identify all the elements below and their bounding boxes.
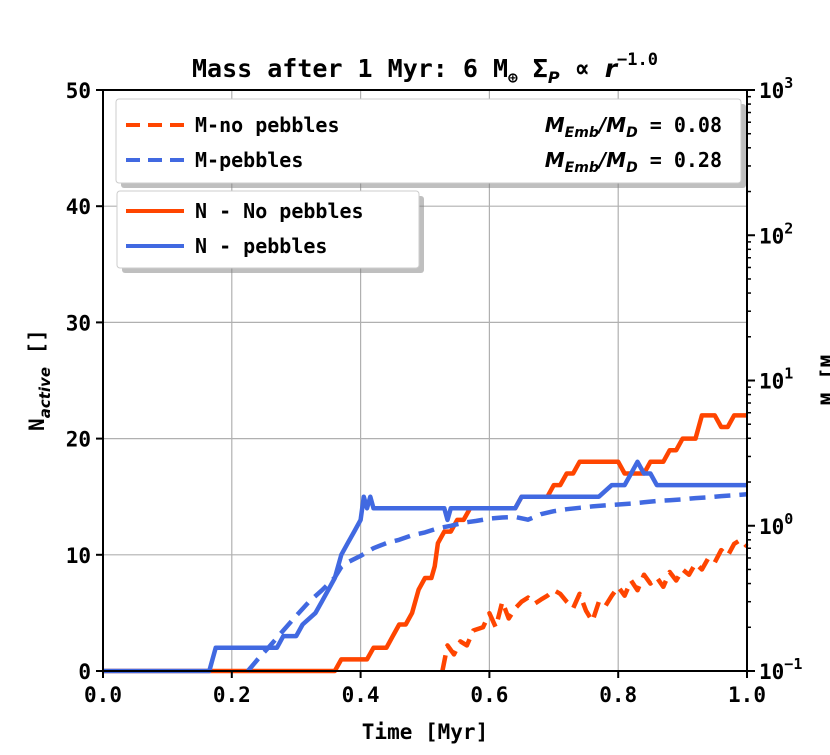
chart-title: Mass after 1 Myr: 6 M⊕ ΣP ∝ r−1.0	[192, 50, 658, 87]
legend-label-m-no-pebbles: M-no pebbles	[195, 113, 340, 137]
y-tick-label: 50	[66, 79, 91, 103]
y-tick-label: 40	[66, 195, 91, 219]
y2-axis-label: M [M	[817, 355, 830, 406]
series-line-n-no-pebbles	[103, 413, 747, 674]
x-axis-label: Time [Myr]	[362, 720, 488, 744]
legend-label-n-pebbles: N - pebbles	[195, 234, 327, 258]
legend-label-n-no-pebbles: N - No pebbles	[195, 199, 364, 223]
y-axis-label: Nactive []	[25, 329, 54, 431]
y-tick-label: 10	[66, 544, 91, 568]
x-tick-label: 1.0	[728, 683, 766, 707]
legend-ratio-m-no-pebbles: MEmb/MD = 0.08	[545, 113, 722, 141]
y-tick-label: 30	[66, 311, 91, 335]
y2-tick-label: 100	[759, 510, 793, 539]
series-layer	[103, 413, 749, 674]
legend-ratio-m-pebbles: MEmb/MD = 0.28	[545, 148, 722, 176]
axis-ticks: 0.0 0.2 0.4 0.6 0.8 1.0 0 10 20 30 40 50 10−1 100 101 1…	[66, 74, 803, 707]
y2-tick-label: 103	[759, 74, 793, 103]
y-tick-label: 20	[66, 428, 91, 452]
legend-n: N - No pebbles N - pebbles	[116, 190, 424, 273]
legend-label-m-pebbles: M-pebbles	[195, 148, 303, 172]
y2-tick-label: 102	[759, 219, 793, 248]
series-line-m-pebbles	[246, 491, 748, 673]
x-tick-label: 0.6	[470, 683, 508, 707]
y2-tick-label: 101	[759, 365, 793, 394]
x-tick-label: 0.2	[213, 683, 251, 707]
y2-tick-label: 10−1	[759, 655, 802, 684]
legend-mass: M-no pebbles MEmb/MD = 0.08 M-pebbles ME…	[115, 98, 746, 188]
series-line-m-no-pebbles	[440, 537, 749, 672]
y-tick-label: 0	[78, 660, 91, 684]
series-line-n-pebbles	[103, 459, 747, 674]
x-tick-label: 0.8	[599, 683, 637, 707]
x-tick-label: 0.0	[84, 683, 122, 707]
x-tick-label: 0.4	[342, 683, 380, 707]
